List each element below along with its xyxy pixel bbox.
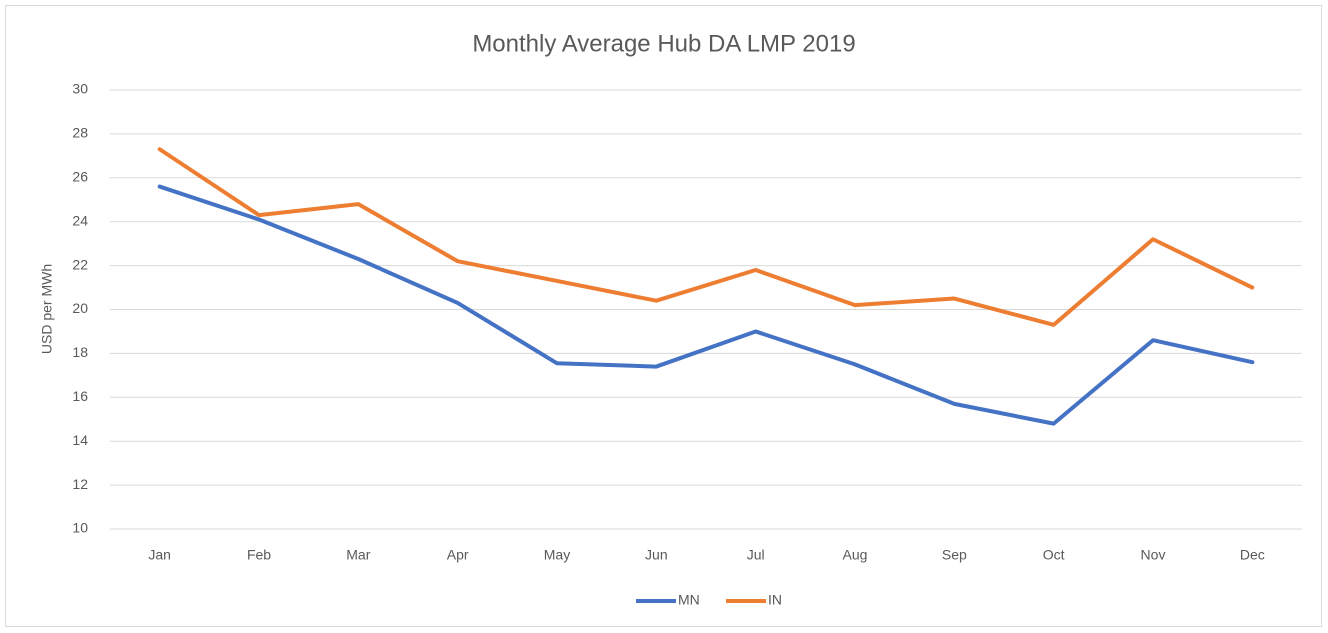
y-tick-label: 12 — [72, 476, 88, 492]
x-tick-label: Apr — [447, 547, 469, 563]
x-tick-label: Mar — [346, 547, 370, 563]
y-tick-label: 30 — [72, 81, 88, 97]
y-tick-label: 28 — [72, 125, 88, 141]
x-tick-label: Sep — [942, 547, 967, 563]
y-tick-label: 16 — [72, 388, 88, 404]
x-tick-label: Dec — [1240, 547, 1265, 563]
y-tick-label: 20 — [72, 300, 88, 316]
y-axis-label: USD per MWh — [39, 264, 55, 354]
chart-border — [5, 5, 1322, 627]
x-tick-label: Jul — [747, 547, 765, 563]
x-tick-label: Feb — [247, 547, 271, 563]
legend-label: IN — [768, 592, 782, 608]
x-tick-label: May — [544, 547, 570, 563]
y-tick-label: 10 — [72, 520, 88, 536]
chart-title: Monthly Average Hub DA LMP 2019 — [472, 30, 855, 57]
x-tick-label: Nov — [1141, 547, 1166, 563]
line-series — [157, 147, 1255, 327]
y-tick-label: 14 — [72, 432, 88, 448]
y-tick-label: 24 — [72, 212, 88, 228]
legend-label: MN — [678, 592, 700, 608]
y-tick-label: 22 — [72, 256, 88, 272]
line-series — [157, 184, 1255, 426]
x-tick-label: Jan — [148, 547, 171, 563]
x-tick-label: Jun — [645, 547, 668, 563]
x-tick-label: Oct — [1043, 547, 1065, 563]
x-tick-label: Aug — [843, 547, 868, 563]
y-tick-label: 18 — [72, 344, 88, 360]
y-tick-label: 26 — [72, 169, 88, 185]
